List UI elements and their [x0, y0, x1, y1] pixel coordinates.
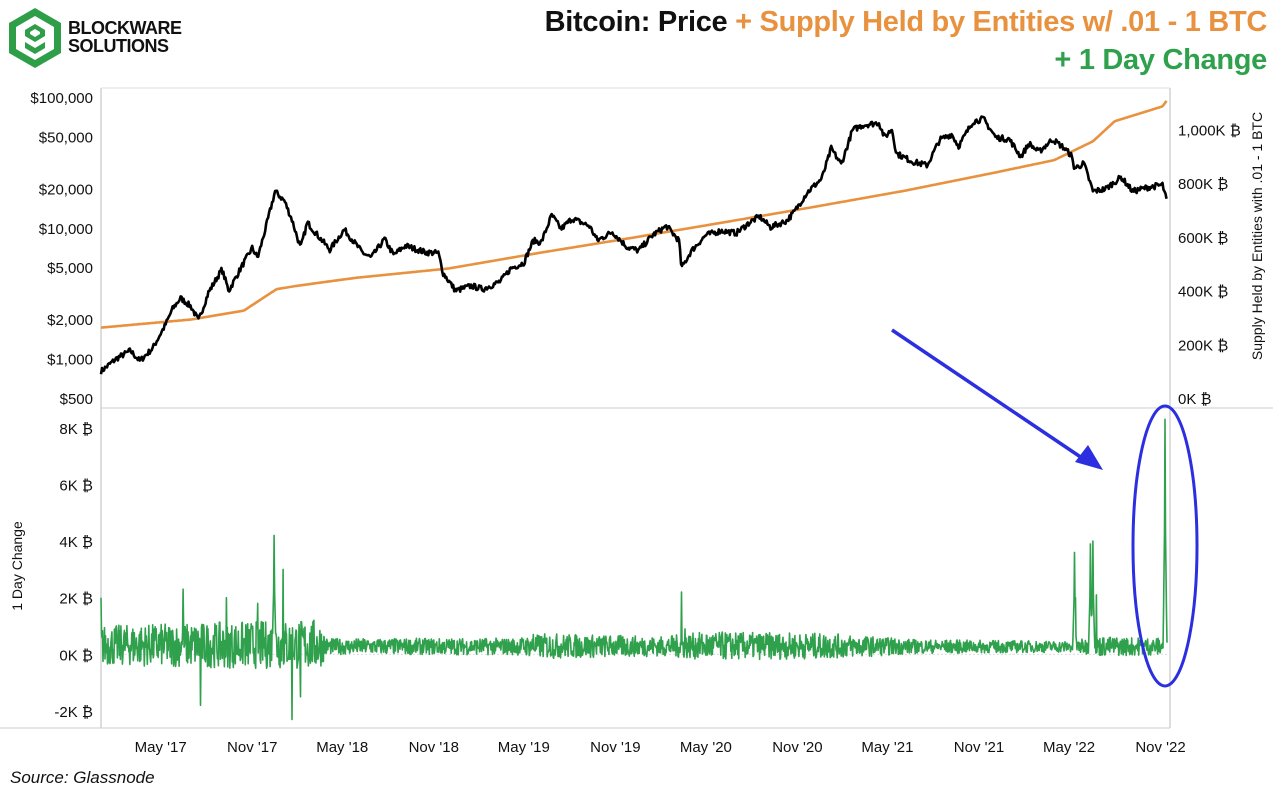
- supply-axis-label: Supply Held by Entities with .01 - 1 BTC: [1249, 112, 1265, 360]
- annotation-layer: [891, 328, 1199, 688]
- change-tick-label: 8K ₿: [59, 421, 93, 438]
- x-tick-label: Nov '19: [590, 739, 640, 756]
- supply-tick-label: 600K ₿: [1178, 230, 1228, 247]
- change-axis-label: 1 Day Change: [9, 521, 25, 611]
- x-tick-label: Nov '22: [1135, 739, 1185, 756]
- supply-tick-label: 0K ₿: [1178, 391, 1212, 408]
- x-tick-label: May '17: [135, 739, 187, 756]
- x-tick-label: May '18: [316, 739, 368, 756]
- annotation-arrowhead: [1075, 445, 1103, 470]
- price-tick-label: $1,000: [47, 352, 93, 369]
- supply-series-line: [100, 100, 1168, 329]
- brand-line-1: BLOCKWARE: [68, 18, 182, 38]
- chart-title: Bitcoin: Price + Supply Held by Entities…: [544, 6, 1268, 39]
- price-series-line: [99, 115, 1168, 375]
- change-tick-label: 0K ₿: [59, 647, 93, 664]
- title-change: + 1 Day Change: [1054, 44, 1267, 76]
- chart-title-line-2: + 1 Day Change: [1054, 44, 1267, 77]
- change-tick-label: 2K ₿: [59, 591, 93, 608]
- price-tick-label: $5,000: [47, 260, 93, 277]
- change-tick-label: 6K ₿: [59, 477, 93, 494]
- title-supply: + Supply Held by Entities w/ .01 - 1 BTC: [727, 6, 1267, 38]
- x-tick-label: Nov '21: [954, 739, 1004, 756]
- change-tick-label: 4K ₿: [59, 534, 93, 551]
- x-tick-label: Nov '17: [227, 739, 277, 756]
- price-tick-label: $100,000: [30, 90, 93, 107]
- supply-tick-label: 200K ₿: [1178, 337, 1228, 354]
- price-tick-label: $50,000: [39, 129, 93, 146]
- price-tick-label: $20,000: [39, 181, 93, 198]
- blockware-hexagon-icon: [9, 8, 61, 68]
- price-tick-label: $10,000: [39, 221, 93, 238]
- supply-layer: [100, 100, 1168, 329]
- price-layer: [99, 115, 1168, 375]
- title-price: Bitcoin: Price: [544, 6, 728, 38]
- price-tick-label: $2,000: [47, 312, 93, 329]
- source-note: Source: Glassnode: [10, 768, 155, 787]
- change-tick-label: -2K ₿: [54, 704, 93, 721]
- change-layer: [100, 418, 1168, 721]
- supply-tick-label: 800K ₿: [1178, 176, 1228, 193]
- x-tick-label: May '21: [861, 739, 913, 756]
- annotation-ellipse: [1131, 404, 1199, 688]
- brand-logo: BLOCKWARE SOLUTIONS: [6, 6, 182, 70]
- x-tick-label: Nov '20: [772, 739, 822, 756]
- x-tick-label: May '19: [498, 739, 550, 756]
- x-tick-label: Nov '18: [409, 739, 459, 756]
- axis-layer: $500 $1,000 $2,000 $5,000 $10,000 $20,000 $50,…: [9, 90, 1265, 756]
- x-tick-label: May '20: [680, 739, 732, 756]
- x-tick-label: May '22: [1043, 739, 1095, 756]
- price-tick-label: $500: [60, 391, 93, 408]
- brand-line-2: SOLUTIONS: [68, 36, 169, 56]
- supply-tick-label: 1,000K ₿: [1178, 122, 1241, 139]
- change-series-line: [100, 418, 1168, 721]
- supply-tick-label: 400K ₿: [1178, 284, 1228, 301]
- annotation-arrow-shaft: [891, 328, 1089, 464]
